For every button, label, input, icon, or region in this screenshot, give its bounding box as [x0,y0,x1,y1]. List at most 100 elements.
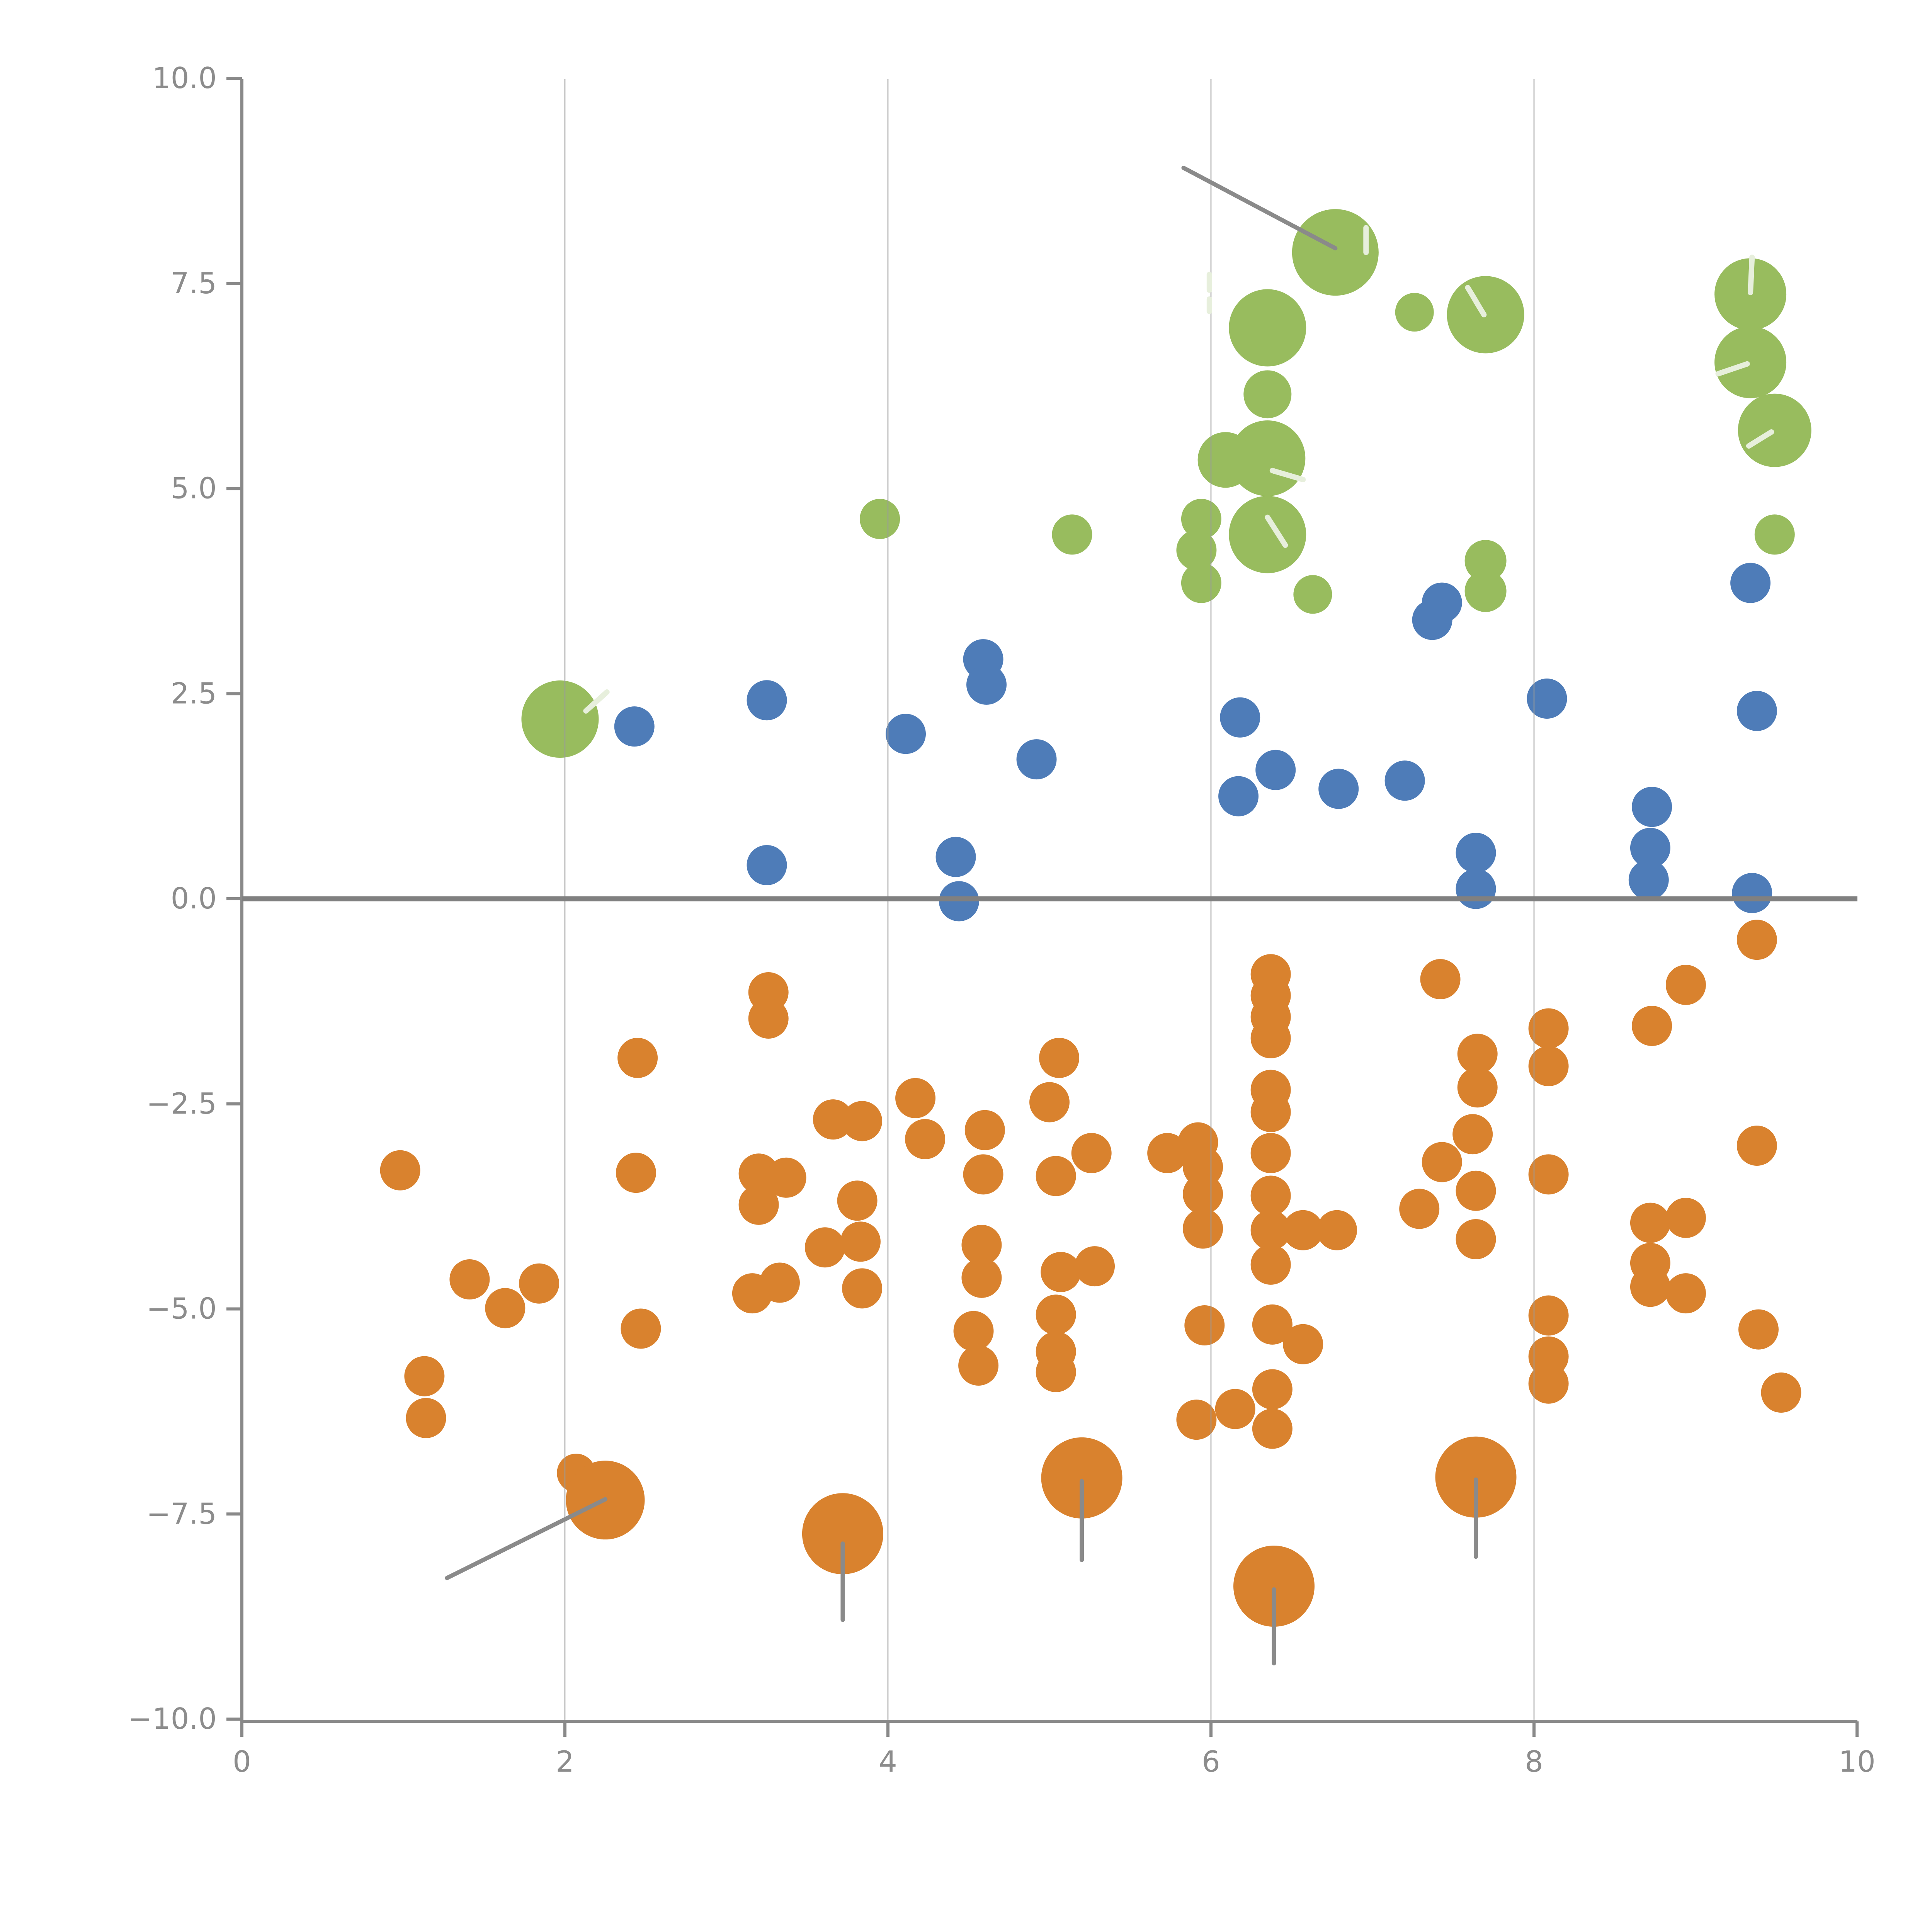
scatter-point-orange [1528,1154,1569,1195]
scatter-point-green [1292,209,1379,296]
gray-annotation-line [1181,165,1338,250]
scatter-point-orange [958,1345,999,1386]
scatter-point-orange [1630,1202,1670,1243]
scatter-point-orange [1071,1133,1112,1173]
scatter-point-green [1714,326,1787,398]
scatter-point-orange [1250,1210,1291,1250]
y-tick-label: 5.0 [171,471,217,505]
scatter-point-orange [1250,1175,1291,1216]
scatter-point-orange [621,1308,661,1349]
x-tick-label: 6 [1202,1745,1220,1779]
scatter-point-orange [805,1227,845,1268]
scatter-point-orange [1183,1174,1223,1214]
scatter-point-orange [840,1221,881,1262]
scatter-point-orange [1252,1369,1293,1410]
scatter-point-orange [1528,1363,1569,1404]
y-tick-label: −7.5 [146,1497,217,1531]
scatter-point-orange [1036,1294,1076,1335]
axes-layer [226,77,1859,1737]
scatter-point-blue [747,680,787,721]
x-tick-label: 0 [233,1745,251,1779]
scatter-point-orange [1457,1034,1498,1074]
scatter-point-blue [1628,860,1669,900]
scatter-point-orange [837,1180,878,1221]
scatter-point-green [1464,540,1507,582]
scatter-point-orange [1761,1372,1801,1413]
scatter-point-green [1197,432,1253,488]
scatter-point-orange [1075,1246,1115,1287]
scatter-point-blue [1384,760,1425,801]
scatter-point-orange [1528,1295,1569,1336]
scatter-point-orange [1435,1436,1517,1518]
scatter-point-orange [1233,1546,1315,1627]
scatter-point-green [1243,370,1292,418]
y-tick-label: 7.5 [171,266,217,300]
y-tick-label: 2.5 [171,676,217,710]
gray-annotation-line [445,1497,607,1580]
scatter-point-orange [406,1398,446,1438]
scatter-point-orange [1036,1156,1076,1196]
scatter-point-orange [1738,1309,1779,1350]
scatter-point-green [1052,514,1092,555]
x-tick-label: 2 [556,1745,574,1779]
scatter-point-green [1229,289,1306,367]
scatter-point-green [1395,293,1434,332]
annotation-layer [445,165,1774,1666]
white-annotation-line [583,689,610,714]
scatter-point-blue [1456,869,1496,909]
scatter-point-orange [1420,959,1461,1000]
scatter-point-orange [842,1268,883,1309]
y-tick-label: −5.0 [146,1292,217,1326]
scatter-point-orange [1665,1273,1706,1314]
scatter-point-orange [1039,1037,1080,1078]
scatter-point-blue [614,706,655,747]
scatter-point-orange [1528,1046,1569,1087]
white-annotation-line [1265,514,1288,548]
scatter-point-orange [953,1311,994,1351]
scatter-point-orange [1452,1114,1493,1155]
white-annotation-line [1746,429,1774,449]
scatter-point-green [1464,570,1507,612]
scatter-point-green [1738,393,1811,467]
white-annotation-line [1715,361,1750,377]
scatter-point-orange [1317,1210,1357,1250]
scatter-point-orange [895,1078,936,1118]
scatter-point-orange [617,1037,658,1078]
scatter-point-orange [616,1153,656,1193]
scatter-point-orange [1422,1142,1462,1182]
scatter-point-orange [738,1184,779,1225]
y-tick-label: −10.0 [128,1702,217,1736]
scatter-point-blue [1736,690,1777,731]
scatter-point-blue [1732,873,1772,913]
scatter-point-blue [1527,679,1567,719]
scatter-point-orange [759,1262,800,1303]
scatter-point-orange [1283,1210,1323,1250]
scatter-point-orange [1632,1006,1672,1046]
y-tick-label: −2.5 [146,1087,217,1121]
x-tick-label: 10 [1838,1745,1875,1779]
scatter-point-orange [519,1263,560,1304]
scatter-point-green [521,680,599,758]
scatter-point-orange [905,1119,946,1160]
scatter-point-green [1176,530,1217,570]
scatter-point-blue [747,845,787,885]
scatter-point-orange [1184,1305,1225,1345]
scatter-point-orange [1736,920,1777,960]
scatter-point-orange [1665,1197,1706,1238]
scatter-point-blue [1456,833,1496,873]
scatter-point-blue [1730,563,1771,603]
scatter-point-orange [1250,1018,1291,1058]
scatter-point-orange [1041,1252,1081,1292]
scatter-point-orange [1399,1189,1440,1229]
points-layer [380,209,1811,1627]
scatter-point-orange [380,1150,420,1190]
tick-labels-layer: 10.0 7.5 5.0 2.5 0.0 −2.5 −5.0 −7.5 −10.0 0 2 4 6 8 10 [128,61,1876,1779]
scatter-point-orange [963,1154,1003,1195]
scatter-point-orange [842,1101,883,1141]
scatter-point-orange [1183,1208,1223,1249]
white-annotation-line [1269,468,1306,483]
scatter-point-blue [935,837,976,877]
